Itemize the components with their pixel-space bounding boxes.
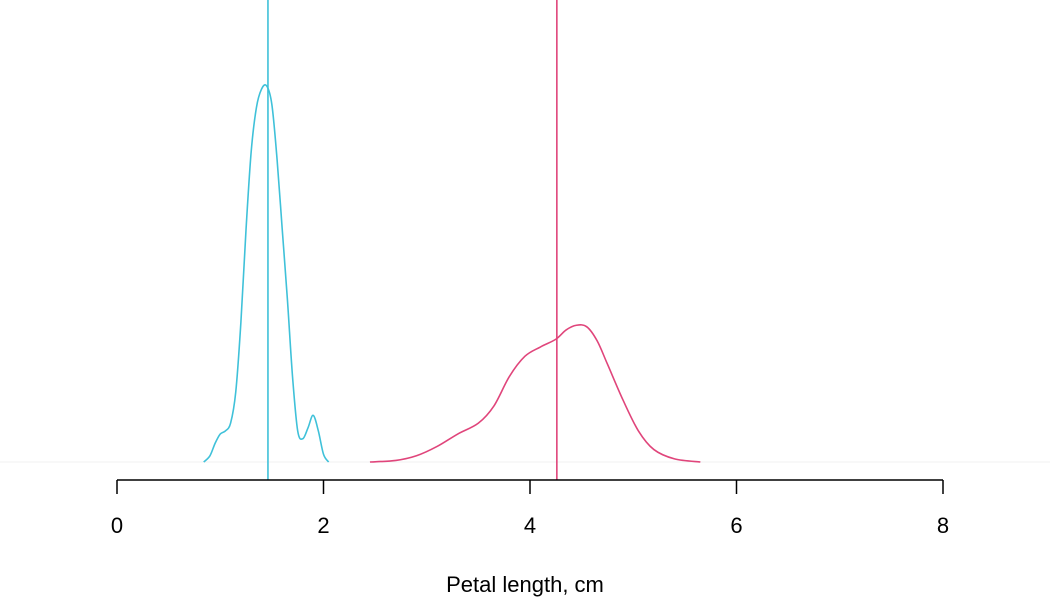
x-tick-label: 2	[317, 513, 329, 538]
x-tick-label: 6	[730, 513, 742, 538]
x-axis-title: Petal length, cm	[446, 572, 604, 597]
density-curve-0	[203, 84, 330, 463]
x-tick-label: 0	[111, 513, 123, 538]
mean-layer	[267, 0, 558, 480]
x-tick-label: 8	[937, 513, 949, 538]
density-curve-1	[369, 324, 701, 463]
x-ticks: 0 2 4 6 8	[111, 480, 949, 538]
series-layer	[203, 84, 701, 463]
x-tick-label: 4	[524, 513, 536, 538]
x-axis: 0 2 4 6 8	[111, 479, 949, 538]
